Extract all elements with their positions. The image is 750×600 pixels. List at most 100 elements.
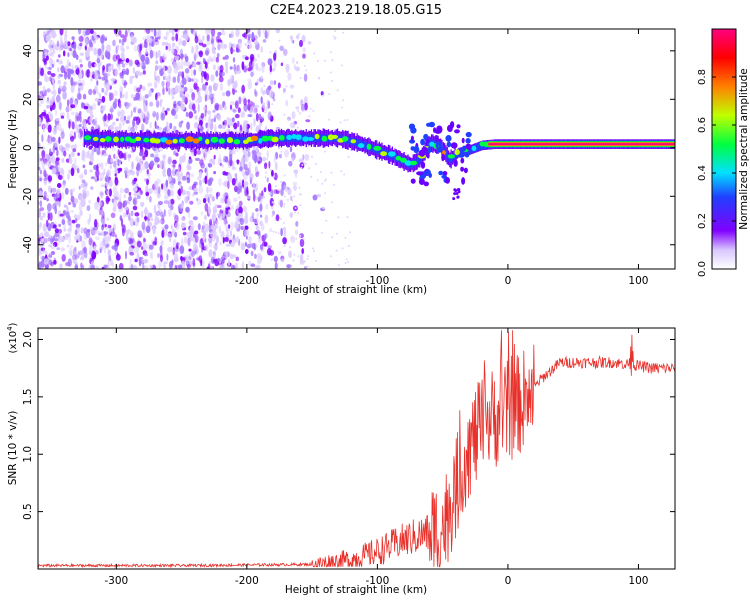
spectrogram-noise-blob bbox=[174, 113, 178, 120]
spectrogram-noise-blob bbox=[338, 264, 340, 267]
spectrogram-noise-blob bbox=[253, 118, 256, 127]
spectrogram-noise-blob bbox=[207, 29, 212, 34]
spectrogram-noise-blob bbox=[227, 198, 230, 204]
spectrogram-noise-blob bbox=[315, 259, 318, 262]
spectrogram-noise-blob bbox=[290, 237, 293, 240]
spectrogram-noise-blob bbox=[261, 64, 265, 73]
spectrogram-noise-blob bbox=[167, 65, 173, 75]
spectrogram-noise-blob bbox=[307, 145, 310, 148]
spectrogram-noise-blob bbox=[77, 93, 82, 100]
spectrogram-noise-blob bbox=[120, 44, 124, 52]
spectrogram-noise-blob bbox=[105, 89, 108, 97]
spectrogram-noise-blob bbox=[193, 232, 196, 238]
spectrogram-noise-blob bbox=[190, 68, 193, 77]
spectrogram-noise-blob bbox=[55, 198, 61, 202]
spectrogram-noise-blob bbox=[161, 183, 164, 190]
spectrogram-noise-blob bbox=[129, 76, 133, 85]
spectrogram-noise-blob bbox=[67, 228, 72, 232]
spectrogram-noise-blob bbox=[202, 83, 207, 91]
spectrogram-noise-blob bbox=[307, 41, 312, 45]
spectrogram-noise-blob bbox=[163, 36, 168, 40]
spectrogram-noise-blob bbox=[152, 110, 155, 114]
spectrogram-noise-blob bbox=[70, 111, 75, 116]
spectrogram-noise-blob bbox=[218, 76, 224, 83]
spectrogram-noise-blob bbox=[186, 191, 191, 195]
spectrogram-side-lobe bbox=[442, 171, 448, 176]
spectrogram-ridge-band bbox=[240, 136, 242, 145]
spectrogram-noise-blob bbox=[272, 230, 275, 233]
spectrogram-noise-blob bbox=[290, 235, 296, 244]
spectrogram-noise-blob bbox=[217, 114, 222, 121]
spectrogram-noise-blob bbox=[149, 195, 152, 203]
spectrogram-noise-blob bbox=[172, 238, 177, 248]
spectrogram-noise-blob bbox=[166, 233, 172, 238]
spectrogram-noise-blob bbox=[302, 237, 305, 240]
spectrogram-ridge-band bbox=[202, 136, 204, 145]
spectrogram-ridge-core bbox=[279, 135, 285, 141]
spectrogram-noise-blob bbox=[241, 170, 246, 177]
x-tick-label: 100 bbox=[628, 275, 648, 287]
spectrogram-noise-blob bbox=[343, 119, 346, 122]
spectrogram-noise-blob bbox=[133, 192, 138, 197]
spectrogram-ridge-core bbox=[295, 134, 302, 141]
spectrogram-noise-blob bbox=[67, 68, 72, 73]
spectrogram-noise-blob bbox=[44, 161, 50, 166]
spectrogram-noise-blob bbox=[330, 171, 333, 174]
spectrogram-noise-blob bbox=[70, 85, 75, 93]
spectrogram-noise-blob bbox=[300, 103, 306, 112]
spectrogram-ridge-band bbox=[203, 136, 206, 145]
spectrogram-noise-blob bbox=[255, 171, 259, 178]
spectrogram-ridge-core bbox=[135, 136, 142, 142]
spectrogram-noise-blob bbox=[201, 71, 204, 77]
spectrogram-noise-blob bbox=[239, 217, 245, 226]
spectrogram-noise-blob bbox=[223, 237, 229, 242]
spectrogram-noise-blob bbox=[126, 68, 129, 76]
spectrogram-noise-blob bbox=[118, 29, 122, 36]
spectrogram-noise-blob bbox=[248, 161, 252, 169]
spectrogram-noise-blob bbox=[59, 263, 63, 269]
spectrogram-noise-blob bbox=[319, 171, 322, 174]
spectrogram-noise-blob bbox=[48, 137, 51, 146]
spectrogram-noise-blob bbox=[63, 71, 68, 80]
spectrogram-noise-blob bbox=[200, 112, 205, 119]
spectrogram-noise-blob bbox=[244, 241, 248, 247]
spectrogram-noise-blob bbox=[221, 31, 226, 36]
spectrogram-noise-blob bbox=[40, 67, 45, 77]
spectrogram-noise-blob bbox=[139, 43, 143, 52]
spectrogram-noise-blob bbox=[157, 164, 160, 169]
spectrogram-noise-blob bbox=[232, 109, 237, 113]
spectrogram-noise-blob bbox=[283, 205, 285, 208]
spectrogram-noise-blob bbox=[70, 209, 75, 214]
spectrogram-noise-blob bbox=[117, 59, 121, 65]
spectrogram-noise-blob bbox=[163, 261, 168, 265]
spectrogram-noise-blob bbox=[168, 158, 172, 163]
spectrogram-noise-blob bbox=[72, 148, 77, 152]
spectrogram-noise-blob bbox=[136, 195, 141, 200]
spectrogram-ridge-band bbox=[378, 147, 380, 155]
spectrogram-noise-blob bbox=[144, 253, 148, 257]
spectrogram-noise-blob bbox=[199, 240, 202, 249]
spectrogram-noise-blob bbox=[150, 217, 154, 222]
spectrogram-noise-blob bbox=[71, 44, 76, 49]
spectrogram-noise-blob bbox=[282, 222, 285, 224]
spectrogram-ridge-core bbox=[350, 139, 357, 144]
spectrogram-noise-blob bbox=[271, 206, 274, 210]
spectrogram-ridge-band bbox=[141, 136, 143, 144]
spectrogram-noise-blob bbox=[116, 44, 120, 51]
spectrogram-noise-blob bbox=[86, 205, 91, 212]
spectrogram-noise-blob bbox=[66, 244, 70, 248]
spectrogram-noise-blob bbox=[155, 216, 159, 220]
spectrogram-side-lobe bbox=[423, 133, 429, 141]
spectrogram-noise-blob bbox=[174, 231, 178, 238]
spectrogram-noise-blob bbox=[174, 264, 178, 269]
spectrogram-noise-blob bbox=[274, 261, 278, 269]
spectrogram-ridge-core bbox=[205, 138, 210, 145]
spectrogram-noise-blob bbox=[106, 169, 112, 178]
spectrogram-noise-blob bbox=[230, 204, 234, 211]
spectrogram-noise-blob bbox=[255, 208, 259, 212]
spectrogram-noise-blob bbox=[258, 192, 262, 201]
spectrogram-noise-blob bbox=[123, 200, 128, 207]
spectrogram-noise-blob bbox=[157, 92, 161, 99]
spectrogram-noise-blob bbox=[83, 169, 88, 176]
spectrogram-noise-blob bbox=[143, 238, 147, 243]
